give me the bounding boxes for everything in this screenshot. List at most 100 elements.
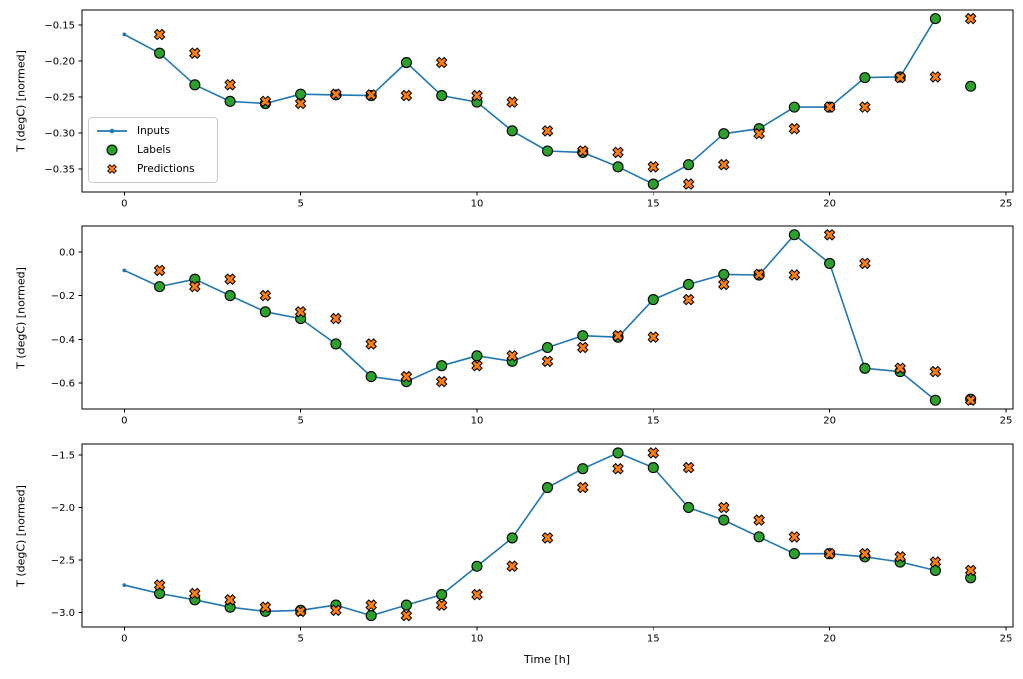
predictions-marker [435, 56, 448, 69]
x-tick-label: 15 [647, 199, 660, 210]
predictions-marker [365, 599, 377, 611]
predictions-marker [964, 12, 977, 25]
predictions-marker [612, 146, 624, 159]
labels-marker [647, 462, 659, 474]
x-tick-label: 10 [471, 634, 484, 645]
x-tick-label: 15 [647, 416, 660, 427]
predictions-marker [400, 370, 413, 383]
predictions-marker [823, 229, 836, 241]
subplot-1: 0 5 10 15 20 25 −0.15 −0.20 −0.25 −0.30 −0.35 [44, 9, 1014, 210]
predictions-marker [753, 514, 765, 526]
inputs-line [123, 18, 937, 185]
predictions-marker [471, 89, 483, 102]
predictions-marker [823, 547, 836, 560]
predictions-marker [647, 331, 660, 343]
x-tick-label: 25 [1000, 634, 1013, 645]
axes-frame [81, 443, 1014, 628]
labels-marker [436, 90, 448, 102]
predictions-marker [929, 365, 942, 378]
x-tick-label: 25 [1000, 199, 1013, 210]
legend-item-labels: Labels [95, 140, 211, 159]
y-tick-label: −2.0 [51, 503, 75, 514]
labels-marker [577, 463, 589, 475]
predictions-marker [682, 461, 695, 474]
predictions-marker [753, 127, 765, 140]
x-tick-label: 20 [823, 199, 836, 210]
predictions-marker [964, 564, 977, 577]
predictions-marker [929, 71, 942, 83]
y-tick-label: −0.4 [51, 335, 75, 346]
predictions-marker [294, 97, 307, 110]
legend-label-labels: Labels [137, 143, 171, 156]
predictions-marker [330, 312, 342, 325]
labels-marker [224, 95, 236, 107]
predictions-marker [612, 329, 624, 342]
predictions-marker [612, 462, 624, 475]
labels-marker [541, 481, 554, 494]
x-tick-label: 0 [121, 634, 127, 645]
y-axis-label-subplot-3: T (degC) [normed] [14, 485, 28, 587]
predictions-marker [330, 604, 342, 617]
labels-marker [683, 501, 695, 514]
predictions-marker [718, 158, 730, 171]
axes-frame [81, 225, 1014, 410]
predictions-marker [224, 79, 236, 91]
predictions-marker [647, 447, 660, 459]
legend-item-inputs: Inputs [95, 121, 211, 140]
predictions-marker [153, 264, 166, 277]
predictions-marker [189, 47, 201, 59]
predictions-marker [259, 601, 272, 613]
labels-marker [436, 360, 448, 372]
predictions-marker [859, 101, 871, 113]
predictions-marker [964, 394, 977, 406]
x-tick-label: 20 [823, 634, 836, 645]
predictions-marker [224, 273, 236, 285]
axes-frame [81, 9, 1014, 193]
y-tick-label: −0.35 [44, 164, 75, 175]
predictions-marker [365, 89, 377, 101]
y-tick-label: −0.2 [51, 291, 75, 302]
predictions-marker [400, 89, 413, 102]
labels-marker [400, 56, 412, 69]
labels-marker [753, 531, 765, 543]
predictions-marker [718, 278, 730, 291]
labels-marker [259, 306, 271, 318]
labels-marker [718, 268, 730, 280]
labels-circle-icon [106, 144, 118, 156]
labels-marker [683, 159, 695, 171]
labels-marker [859, 362, 871, 374]
labels-marker [541, 341, 554, 354]
labels-marker [154, 47, 166, 59]
labels-marker [471, 350, 483, 362]
predictions-marker [718, 501, 730, 514]
labels-marker [859, 72, 871, 84]
predictions-marker [435, 375, 448, 388]
labels-marker [189, 79, 201, 91]
labels-marker [154, 587, 166, 600]
inputs-marker [122, 32, 127, 37]
predictions-marker [471, 588, 483, 601]
labels-marker [647, 178, 659, 190]
labels-marker [577, 330, 589, 342]
y-tick-label: −0.25 [44, 93, 75, 104]
labels-marker [224, 290, 236, 302]
predictions-marker [788, 269, 801, 281]
x-tick-label: 0 [121, 416, 127, 427]
labels-marker [788, 548, 800, 560]
predictions-marker [823, 101, 836, 113]
y-tick-label: −0.15 [44, 21, 75, 32]
predictions-marker [294, 605, 307, 618]
predictions-marker [189, 587, 201, 600]
predictions-marker [259, 289, 272, 302]
predictions-marker [541, 125, 554, 137]
x-tick-label: 25 [1000, 416, 1013, 427]
predictions-marker [577, 341, 589, 354]
labels-marker [506, 532, 518, 544]
labels-marker [506, 125, 518, 137]
predictions-marker [541, 532, 554, 544]
labels-marker [788, 229, 800, 241]
labels-marker [612, 447, 624, 459]
y-tick-label: −0.6 [51, 379, 75, 390]
predictions-x-icon [107, 164, 117, 175]
